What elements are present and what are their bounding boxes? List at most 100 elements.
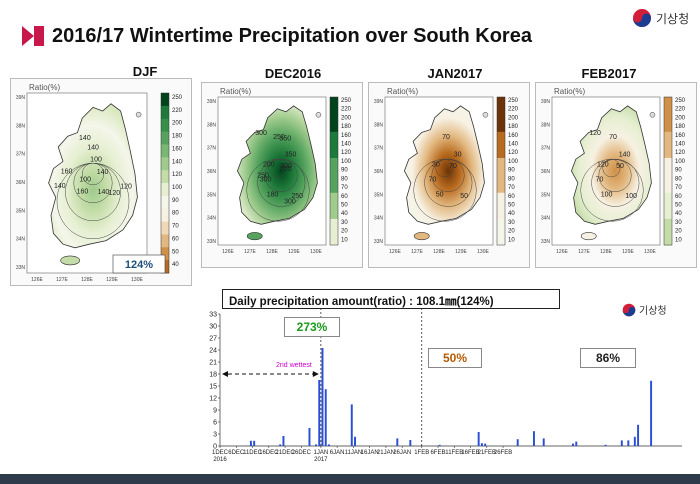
colorbar-tick-label: 120 xyxy=(675,150,686,156)
lon-tick-label: 128E xyxy=(433,249,445,255)
colorbar-tick-label: 250 xyxy=(172,95,183,101)
map-axis-title: Ratio(%) xyxy=(554,87,585,96)
colorbar-tick-label: 200 xyxy=(341,115,352,121)
lon-tick-label: 129E xyxy=(455,249,467,255)
contour-label: 350 xyxy=(285,151,297,158)
contour-label: 70 xyxy=(449,163,457,170)
colorbar-cell xyxy=(330,131,338,142)
chart-logo-text: 기상청 xyxy=(639,306,667,317)
arrow-head-left xyxy=(222,371,228,377)
map-djf: Ratio(%)14016014012010014012014010014016… xyxy=(11,79,191,285)
colorbar-cell xyxy=(330,236,338,246)
colorbar-tick-label: 50 xyxy=(341,202,348,208)
y-tick-label: 0 xyxy=(213,444,217,451)
lon-tick-label: 130E xyxy=(644,249,656,255)
lon-tick-label: 127E xyxy=(578,249,590,255)
colorbar-tick-label: 10 xyxy=(508,237,515,243)
x-tick-label: 21FEB xyxy=(478,450,496,456)
colorbar-cell xyxy=(330,97,338,107)
precip-bar xyxy=(480,443,483,446)
colorbar-tick-label: 100 xyxy=(341,159,352,165)
contour-label: 300 xyxy=(284,198,296,205)
bottom-bar xyxy=(0,474,700,484)
precip-bar xyxy=(253,440,256,446)
colorbar-cell xyxy=(664,175,672,185)
colorbar-cell xyxy=(161,131,169,145)
lat-tick-label: 36N xyxy=(16,180,26,186)
y-tick-label: 12 xyxy=(209,396,217,403)
precip-bar xyxy=(279,444,282,446)
colorbar-tick-label: 50 xyxy=(172,249,179,255)
colorbar-tick-label: 140 xyxy=(341,142,352,148)
x-tick-label: 6JAN xyxy=(330,450,345,456)
colorbar-cell xyxy=(330,149,338,159)
colorbar-frame xyxy=(329,96,339,246)
colorbar-cell xyxy=(664,97,672,107)
colorbar-cell xyxy=(664,114,672,124)
y-tick-label: 6 xyxy=(213,420,217,427)
precip-bar xyxy=(396,438,399,446)
colorbar-cell xyxy=(161,93,169,107)
y-tick-label: 15 xyxy=(209,384,217,391)
lat-tick-label: 35N xyxy=(207,192,217,198)
precip-bar xyxy=(633,436,636,446)
lon-tick-label: 128E xyxy=(600,249,612,255)
taegeuk-logo-icon xyxy=(633,9,651,27)
contour-label: 140 xyxy=(97,169,109,176)
colorbar-tick-label: 60 xyxy=(172,236,179,242)
colorbar-cell xyxy=(330,218,338,229)
lon-tick-label: 130E xyxy=(310,249,322,255)
lat-tick-label: 39N xyxy=(541,99,551,105)
contour-line xyxy=(56,162,130,240)
lat-tick-label: 37N xyxy=(16,152,26,158)
colorbar-cell xyxy=(497,114,505,124)
colorbar-cell xyxy=(664,131,672,142)
colorbar-frame xyxy=(663,96,673,246)
contour-label: 120 xyxy=(108,190,120,197)
colorbar-cell xyxy=(497,184,505,194)
korea-region xyxy=(403,105,485,225)
colorbar-tick-label: 70 xyxy=(508,185,515,191)
colorbar-cell xyxy=(161,105,169,120)
lat-tick-label: 34N xyxy=(16,237,26,243)
precip-bar xyxy=(350,404,353,446)
contour-label: 250 xyxy=(273,134,285,141)
colorbar-cell xyxy=(497,149,505,159)
contour-label: 180 xyxy=(267,192,279,199)
y-tick-label: 33 xyxy=(209,312,217,319)
colorbar-cell xyxy=(330,184,338,194)
precip-bar xyxy=(637,424,640,446)
contour-label: 100 xyxy=(79,177,91,184)
lat-tick-label: 35N xyxy=(541,192,551,198)
colorbar-tick-label: 220 xyxy=(675,107,686,113)
jan-ratio-box: 50% xyxy=(428,348,482,368)
colorbar-tick-label: 20 xyxy=(508,229,515,235)
daily-precip-panel: 0 3 6 9 12 15 18 21 24 27 30 33 1DEC 2016 6DEC 11DEC 16D… xyxy=(206,290,688,466)
x-tick-label: 1JAN xyxy=(314,450,329,456)
colorbar-cell xyxy=(330,166,338,176)
wettest-annotation: 2nd wettest xyxy=(276,362,312,369)
map-panel-dec: Ratio(%) 300 300 250 250 200 350 180 300 200 250 35… xyxy=(201,82,363,268)
colorbar-cell xyxy=(497,97,505,107)
contour-label: 120 xyxy=(589,130,601,137)
lat-tick-label: 33N xyxy=(16,265,26,271)
colorbar-tick-label: 20 xyxy=(341,229,348,235)
x-tick-label: 26DEC xyxy=(292,450,312,456)
colorbar-cell xyxy=(497,105,505,115)
lat-tick-label: 37N xyxy=(374,146,384,152)
colorbar-cell xyxy=(664,123,672,133)
precip-bar xyxy=(650,380,653,446)
contour-label: 100 xyxy=(601,192,613,199)
map-axis-title: Ratio(%) xyxy=(29,83,60,92)
colorbar-tick-label: 220 xyxy=(172,108,183,114)
colorbar-cell xyxy=(330,114,338,124)
colorbar-tick-label: 90 xyxy=(675,168,682,174)
colorbar-cell xyxy=(497,218,505,229)
colorbar-tick-label: 100 xyxy=(675,159,686,165)
x-tick-label: 1DEC xyxy=(212,450,229,456)
colorbar-cell xyxy=(330,157,338,168)
colorbar-cell xyxy=(330,192,338,202)
lat-tick-label: 36N xyxy=(374,169,384,175)
colorbar-cell xyxy=(161,221,169,235)
precip-bar xyxy=(321,348,324,446)
